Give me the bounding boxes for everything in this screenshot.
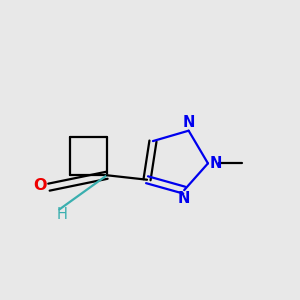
Text: N: N (182, 115, 195, 130)
Text: H: H (56, 207, 67, 222)
Text: N: N (210, 156, 223, 171)
Text: N: N (178, 191, 190, 206)
Text: O: O (33, 178, 47, 193)
